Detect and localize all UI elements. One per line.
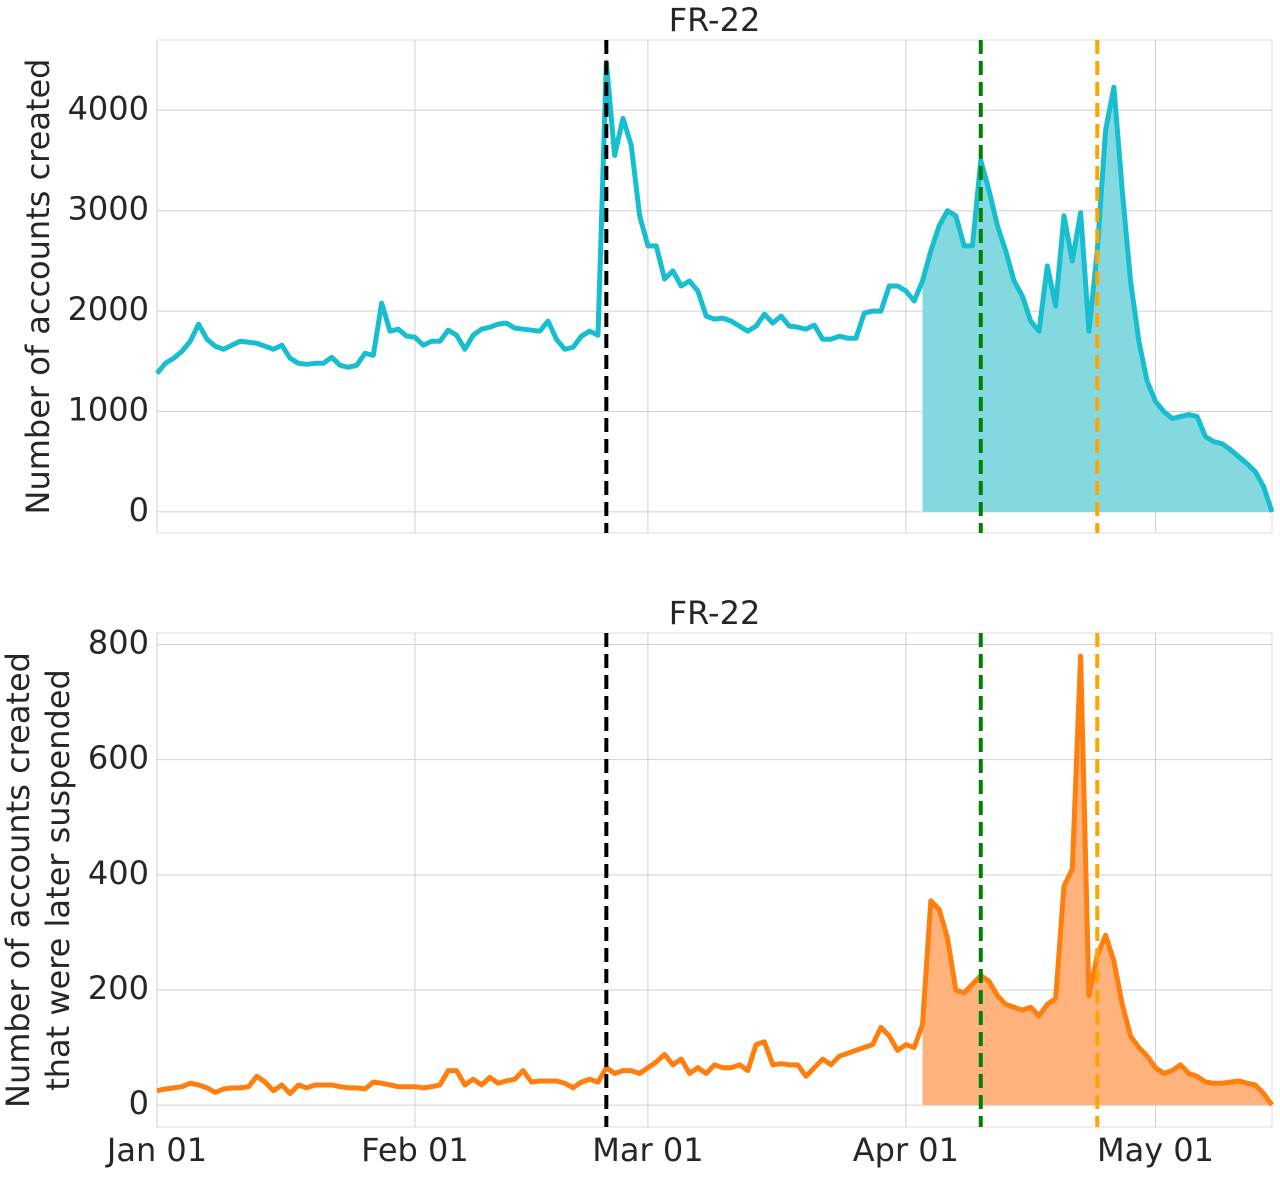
y-tick-label: 0 xyxy=(129,1084,149,1122)
y-tick-label: 3000 xyxy=(68,190,149,228)
y-axis-label: Number of accounts created xyxy=(0,652,37,1108)
data-line xyxy=(155,59,1275,513)
x-tick-label: Feb 01 xyxy=(361,1131,469,1169)
x-tick-label: May 01 xyxy=(1097,1131,1214,1169)
y-tick-label: 4000 xyxy=(68,89,149,127)
y-tick-label: 400 xyxy=(88,854,149,892)
y-tick-label: 1000 xyxy=(68,391,149,429)
data-line xyxy=(156,653,1275,1107)
x-tick-label: Apr 01 xyxy=(853,1131,959,1169)
y-axis-label: Number of accounts created xyxy=(19,59,57,515)
y-tick-label: 600 xyxy=(88,739,149,777)
y-tick-label: 200 xyxy=(88,969,149,1007)
y-tick-label: 0 xyxy=(129,491,149,529)
y-axis-label: that were later suspended xyxy=(39,669,77,1091)
y-tick-label: 2000 xyxy=(68,290,149,328)
chart-title: FR-22 xyxy=(669,594,761,632)
x-tick-label: Mar 01 xyxy=(592,1131,703,1169)
chart-title: FR-22 xyxy=(669,1,761,39)
x-tick-label: Jan 01 xyxy=(105,1131,207,1169)
y-tick-label: 800 xyxy=(88,624,149,662)
